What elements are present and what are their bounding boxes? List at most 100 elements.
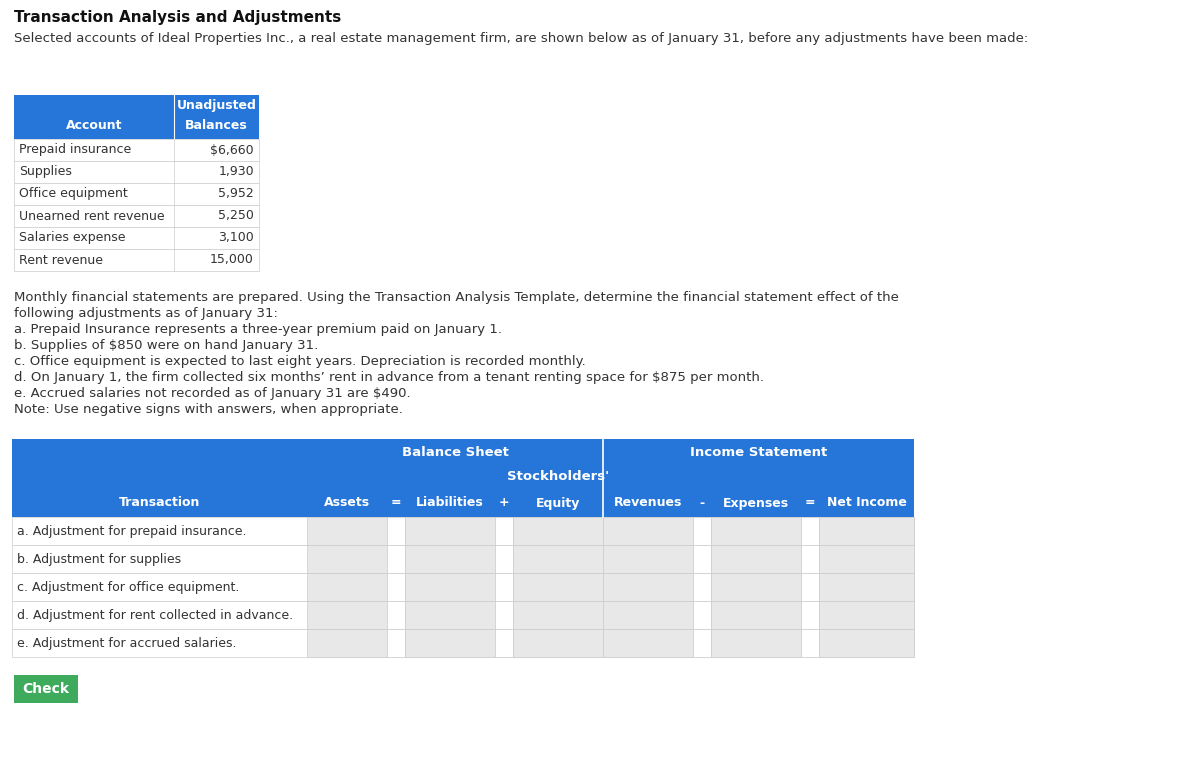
Bar <box>514 573 604 601</box>
Bar <box>802 517 818 545</box>
Text: d. On January 1, the firm collected six months’ rent in advance from a tenant re: d. On January 1, the firm collected six … <box>14 371 764 384</box>
Bar <box>14 205 259 227</box>
Text: following adjustments as of January 31:: following adjustments as of January 31: <box>14 307 278 320</box>
Bar <box>694 629 710 657</box>
Text: Monthly financial statements are prepared. Using the Transaction Analysis Templa: Monthly financial statements are prepare… <box>14 291 899 304</box>
Bar <box>604 517 694 545</box>
Text: Assets: Assets <box>324 497 370 510</box>
Text: 5,952: 5,952 <box>218 187 254 200</box>
Bar <box>514 517 604 545</box>
Text: 1,930: 1,930 <box>218 165 254 178</box>
Text: Selected accounts of Ideal Properties Inc., a real estate management firm, are s: Selected accounts of Ideal Properties In… <box>14 32 1028 45</box>
Text: Salaries expense: Salaries expense <box>19 232 126 245</box>
Bar <box>694 545 710 573</box>
Text: Supplies: Supplies <box>19 165 72 178</box>
Bar <box>604 573 694 601</box>
Bar <box>386 629 406 657</box>
Bar <box>802 601 818 629</box>
Bar <box>406 601 496 629</box>
Bar <box>12 517 914 545</box>
Bar <box>604 629 694 657</box>
Text: Note: Use negative signs with answers, when appropriate.: Note: Use negative signs with answers, w… <box>14 403 403 416</box>
Text: $6,660: $6,660 <box>210 143 254 156</box>
Text: a. Prepaid Insurance represents a three-year premium paid on January 1.: a. Prepaid Insurance represents a three-… <box>14 323 502 336</box>
Text: Rent revenue: Rent revenue <box>19 254 103 267</box>
Bar <box>496 573 514 601</box>
Bar <box>14 227 259 249</box>
Bar <box>12 629 914 657</box>
Bar <box>802 629 818 657</box>
Bar <box>14 161 259 183</box>
Text: Equity: Equity <box>536 497 580 510</box>
Text: -: - <box>700 497 704 510</box>
Bar <box>307 573 386 601</box>
Text: Balance Sheet: Balance Sheet <box>402 446 509 459</box>
Bar <box>406 545 496 573</box>
Bar <box>818 573 914 601</box>
Bar <box>496 517 514 545</box>
Bar <box>694 573 710 601</box>
Bar <box>496 601 514 629</box>
Text: a. Adjustment for prepaid insurance.: a. Adjustment for prepaid insurance. <box>17 524 246 537</box>
Bar <box>12 573 914 601</box>
Bar <box>604 601 694 629</box>
Text: Transaction Analysis and Adjustments: Transaction Analysis and Adjustments <box>14 10 341 25</box>
Bar <box>710 517 802 545</box>
Text: c. Adjustment for office equipment.: c. Adjustment for office equipment. <box>17 581 239 594</box>
Text: 5,250: 5,250 <box>218 210 254 223</box>
Bar <box>514 545 604 573</box>
Text: Office equipment: Office equipment <box>19 187 127 200</box>
Text: Liabilities: Liabilities <box>416 497 484 510</box>
Bar <box>802 545 818 573</box>
Bar <box>12 601 914 629</box>
Bar <box>710 629 802 657</box>
Text: Transaction: Transaction <box>119 497 200 510</box>
Text: 15,000: 15,000 <box>210 254 254 267</box>
Text: Unadjusted: Unadjusted <box>176 99 257 112</box>
Bar <box>406 573 496 601</box>
Text: c. Office equipment is expected to last eight years. Depreciation is recorded mo: c. Office equipment is expected to last … <box>14 355 586 368</box>
Text: Account: Account <box>66 119 122 132</box>
Text: Net Income: Net Income <box>827 497 906 510</box>
Bar <box>14 675 78 703</box>
Bar <box>514 601 604 629</box>
Text: Expenses: Expenses <box>722 497 790 510</box>
Bar <box>694 517 710 545</box>
Text: Unearned rent revenue: Unearned rent revenue <box>19 210 164 223</box>
Bar <box>514 629 604 657</box>
Bar <box>307 629 386 657</box>
Text: Revenues: Revenues <box>614 497 682 510</box>
Bar <box>694 601 710 629</box>
Text: d. Adjustment for rent collected in advance.: d. Adjustment for rent collected in adva… <box>17 609 293 622</box>
Text: b. Supplies of $850 were on hand January 31.: b. Supplies of $850 were on hand January… <box>14 339 318 352</box>
Text: =: = <box>391 497 401 510</box>
Bar <box>406 629 496 657</box>
Text: +: + <box>499 497 509 510</box>
Bar <box>818 601 914 629</box>
Text: e. Accrued salaries not recorded as of January 31 are $490.: e. Accrued salaries not recorded as of J… <box>14 387 410 400</box>
Bar <box>307 601 386 629</box>
Bar <box>496 545 514 573</box>
Bar <box>307 517 386 545</box>
Text: Balances: Balances <box>185 119 248 132</box>
Text: Check: Check <box>23 682 70 696</box>
Bar <box>14 95 259 139</box>
Bar <box>818 629 914 657</box>
Text: Prepaid insurance: Prepaid insurance <box>19 143 131 156</box>
Bar <box>386 545 406 573</box>
Text: b. Adjustment for supplies: b. Adjustment for supplies <box>17 552 181 565</box>
Bar <box>496 629 514 657</box>
Text: 3,100: 3,100 <box>218 232 254 245</box>
Bar <box>406 517 496 545</box>
Bar <box>818 517 914 545</box>
Bar <box>386 573 406 601</box>
Bar <box>710 573 802 601</box>
Bar <box>12 545 914 573</box>
Bar <box>386 601 406 629</box>
Bar <box>14 139 259 161</box>
Bar <box>604 545 694 573</box>
Bar <box>710 545 802 573</box>
Bar <box>14 183 259 205</box>
Text: e. Adjustment for accrued salaries.: e. Adjustment for accrued salaries. <box>17 636 236 649</box>
Bar <box>818 545 914 573</box>
